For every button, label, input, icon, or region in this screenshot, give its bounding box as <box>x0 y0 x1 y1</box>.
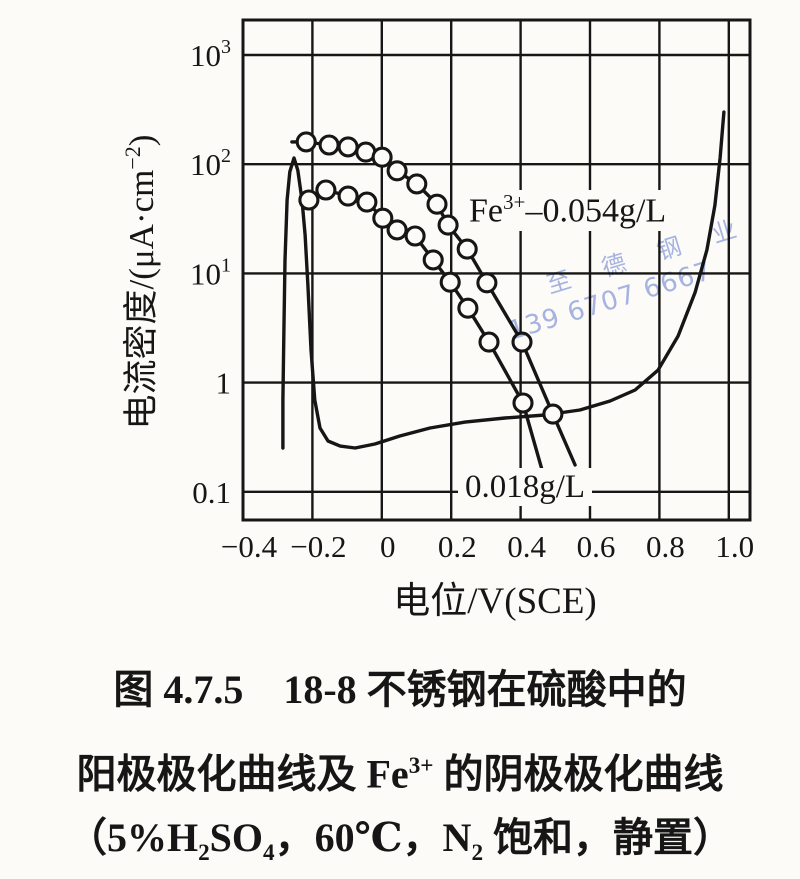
x-tick-label: 0.2 <box>438 529 477 564</box>
data-marker-cathodic-polarization-Fe3-0.054gL <box>371 146 393 168</box>
data-marker-cathodic-polarization-Fe3-0.054gL <box>295 131 317 153</box>
y-axis-title-exponent: −2 <box>120 146 145 169</box>
data-marker-cathodic-polarization-Fe3-0.054gL <box>476 272 498 294</box>
figure-caption-line-1: 图 4.7.5 18-8 不锈钢在硫酸中的 <box>0 666 800 714</box>
curve-label-0018: 0.018g/L <box>458 468 593 507</box>
sub-run: 2 <box>471 840 484 866</box>
data-marker-cathodic-polarization-Fe3-0.054gL <box>437 214 459 236</box>
y-tick-label: 0.1 <box>192 475 231 510</box>
y-tick-exponent: 3 <box>221 36 231 58</box>
data-marker-cathodic-polarization-Fe3-0.018gL <box>478 331 500 353</box>
y-tick-base: 1 <box>216 366 232 401</box>
y-tick-exponent: 2 <box>221 145 231 167</box>
x-tick-label: 0.6 <box>577 529 616 564</box>
data-marker-cathodic-polarization-Fe3-0.018gL <box>315 179 337 201</box>
data-marker-cathodic-polarization-Fe3-0.054gL <box>406 173 428 195</box>
y-tick-label: 1 <box>216 366 232 401</box>
text-run: （5%H <box>66 815 199 860</box>
x-tick-label: −0.4 <box>221 529 278 564</box>
text-run: 阳极极化曲线及 Fe <box>76 751 409 797</box>
y-tick-base: 10 <box>190 38 221 73</box>
polarization-chart: −0.4 −0.2 0 0.2 0.4 0.6 0.8 1.010310210110.1电位/… <box>120 18 754 622</box>
sub-run: 4 <box>263 840 275 866</box>
y-tick-label: 102 <box>190 145 231 182</box>
data-marker-cathodic-polarization-Fe3-0.054gL <box>511 331 533 353</box>
data-marker-cathodic-polarization-Fe3-0.018gL <box>457 297 479 319</box>
text-run: 饱和，静置） <box>483 815 734 860</box>
figure-caption-line-2: 阳极极化曲线及 Fe3+ 的阴极极化曲线 <box>0 742 800 798</box>
text-run: 图 4.7.5 18-8 不锈钢在硫酸中的 <box>113 667 687 712</box>
data-marker-cathodic-polarization-Fe3-0.018gL <box>372 207 394 229</box>
text-run: 的阴极极化曲线 <box>433 751 724 797</box>
x-tick-label: −0.2 <box>290 529 346 564</box>
data-marker-cathodic-polarization-Fe3-0.054gL <box>542 403 564 425</box>
sub-run: 2 <box>198 840 210 866</box>
data-marker-cathodic-polarization-Fe3-0.018gL <box>337 185 359 207</box>
data-marker-cathodic-polarization-Fe3-0.018gL <box>512 392 534 414</box>
data-marker-cathodic-polarization-Fe3-0.054gL <box>337 136 359 158</box>
text-run: Fe <box>469 192 503 230</box>
y-tick-base: 0.1 <box>192 475 231 510</box>
y-tick-label: 101 <box>190 254 231 291</box>
figure-caption-line-3: （5%H2SO4，60℃，N2 饱和，静置） <box>0 814 800 877</box>
y-tick-label: 103 <box>190 36 231 73</box>
data-marker-cathodic-polarization-Fe3-0.054gL <box>426 193 448 215</box>
data-marker-cathodic-polarization-Fe3-0.018gL <box>386 219 408 241</box>
text-run: 0.018g/L <box>465 469 586 505</box>
sup-run: 3+ <box>503 190 526 214</box>
data-marker-cathodic-polarization-Fe3-0.018gL <box>404 225 426 247</box>
data-marker-cathodic-polarization-Fe3-0.054gL <box>456 238 478 260</box>
x-axis-title: 电位/V(SCE) <box>393 580 597 622</box>
curve-anodic-polarization-18-8-stainless-steel <box>281 110 726 450</box>
x-tick-label: 0 <box>380 529 396 564</box>
data-marker-cathodic-polarization-Fe3-0.054gL <box>318 134 340 156</box>
text-run: ，60℃，N <box>274 815 472 860</box>
curve-label-fe3-0054: Fe3+–0.054g/L <box>462 190 674 231</box>
text-run: SO <box>209 815 264 860</box>
y-tick-base: 10 <box>190 256 221 291</box>
data-marker-cathodic-polarization-Fe3-0.018gL <box>439 271 461 293</box>
plot-border <box>241 18 752 522</box>
data-marker-cathodic-polarization-Fe3-0.018gL <box>422 249 444 271</box>
x-tick-label: 0.4 <box>507 529 546 564</box>
y-axis-title-run: ) <box>122 135 161 147</box>
y-axis-title: 电流密度/(μA·cm−2) <box>120 135 161 430</box>
y-tick-base: 10 <box>190 147 221 182</box>
sup-run: 3+ <box>408 753 434 779</box>
x-tick-label: 0.8 <box>646 529 685 564</box>
y-axis-title-run: 电流密度/(μA·cm <box>122 170 161 430</box>
data-marker-cathodic-polarization-Fe3-0.054gL <box>386 160 408 182</box>
data-marker-cathodic-polarization-Fe3-0.018gL <box>356 191 378 213</box>
x-tick-label: 1.0 <box>715 529 754 564</box>
data-marker-cathodic-polarization-Fe3-0.018gL <box>298 189 320 211</box>
y-tick-exponent: 1 <box>221 254 231 276</box>
text-run: –0.054g/L <box>525 192 667 230</box>
